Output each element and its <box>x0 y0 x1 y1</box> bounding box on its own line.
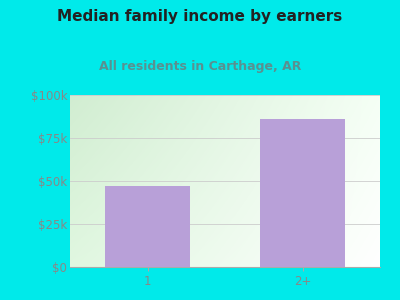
Bar <box>105 186 190 267</box>
Text: All residents in Carthage, AR: All residents in Carthage, AR <box>99 60 301 73</box>
Bar <box>260 119 345 267</box>
Text: Median family income by earners: Median family income by earners <box>57 9 343 24</box>
